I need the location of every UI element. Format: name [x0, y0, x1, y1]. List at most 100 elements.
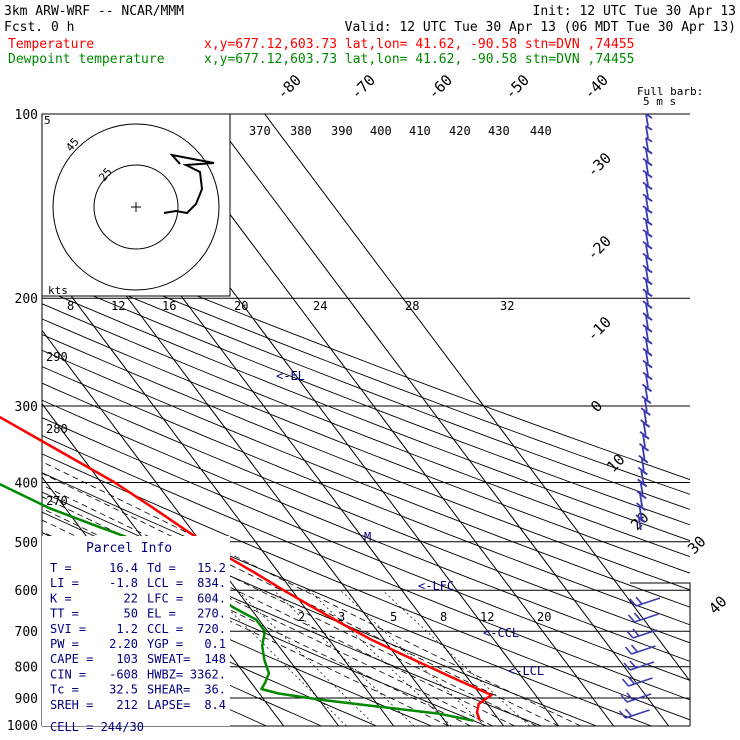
parcel-key: TT =	[50, 607, 79, 621]
dewpoint-legend: Dewpoint temperature	[8, 52, 165, 67]
parcel-value: 15.2	[197, 561, 226, 575]
mixing-ratio-label: 28	[405, 299, 419, 313]
parcel-key: SVI =	[50, 622, 86, 636]
wind-barb	[645, 113, 653, 127]
wind-barb	[642, 217, 653, 234]
wind-barb	[642, 252, 653, 269]
wind-barb	[636, 490, 647, 507]
isotherm-label: -10	[583, 313, 615, 345]
wind-barb	[645, 137, 653, 150]
hodograph-units: kts	[48, 284, 68, 297]
parcel-value: 2.20	[109, 637, 138, 651]
wind-barb	[642, 336, 653, 352]
parcel-value: 720.	[197, 622, 226, 636]
temperature-location: x,y=677.12,603.73 lat,lon= 41.62, -90.58…	[204, 37, 634, 52]
theta-label-top: 420	[449, 124, 471, 138]
wind-barb	[642, 205, 653, 222]
parcel-key: LI =	[50, 576, 79, 590]
isotherm-line	[264, 114, 690, 682]
parcel-value: 212	[116, 698, 138, 712]
isotherm-line	[42, 256, 395, 726]
theta-label-top: 410	[409, 124, 431, 138]
theta-label-top: 370	[249, 124, 271, 138]
dry-adiabat	[42, 382, 690, 644]
init-time: Init: 12 UTC Tue 30 Apr 13	[533, 4, 737, 19]
temperature-line	[0, 415, 493, 722]
wind-barb	[642, 300, 653, 317]
dry-adiabat	[42, 288, 690, 542]
lfc-marker: <-LFC	[418, 579, 454, 593]
dry-adiabat	[42, 453, 690, 721]
pressure-tick-label: 600	[15, 584, 38, 599]
wind-barb	[635, 502, 647, 519]
wind-barb	[638, 454, 649, 471]
isotherm-label: -80	[273, 71, 305, 103]
wind-barb	[642, 157, 653, 174]
parcel-value: 1.2	[116, 622, 138, 636]
theta-label-left: 270	[46, 494, 68, 508]
wind-barb	[640, 407, 651, 424]
wind-barb	[642, 169, 653, 186]
parcel-key: SHEAR=	[147, 683, 190, 697]
isotherm-label: 10	[603, 450, 629, 476]
wind-barb	[642, 240, 653, 257]
parcel-info-panel: Parcel Info T = 16.4 Td = 15.2 LI = -1.8 LCL =…	[42, 536, 230, 734]
wind-barb	[638, 442, 650, 459]
parcel-value: 22	[124, 591, 138, 605]
mixing-ratio-label-low: 8	[440, 610, 447, 624]
wind-barb	[642, 193, 653, 210]
mixing-ratio-label-low: 12	[480, 610, 494, 624]
parcel-value: 36.	[204, 683, 226, 697]
wind-barb	[642, 359, 653, 376]
parcel-value: 32.5	[109, 683, 138, 697]
isotherm-label: 40	[705, 592, 731, 618]
lcl-marker: <-LCL	[508, 664, 544, 678]
wind-barb	[642, 347, 653, 364]
mixing-ratio-line	[236, 589, 376, 726]
barb-legend-units: 5 m s	[643, 95, 676, 108]
parcel-value: -608	[109, 667, 138, 681]
dry-adiabat	[42, 349, 690, 608]
dry-adiabat	[42, 303, 690, 558]
wind-barb	[641, 395, 652, 412]
parcel-value: 16.4	[109, 561, 138, 575]
hodograph-trace	[163, 153, 215, 215]
hodograph: 5 25 45 kts	[41, 113, 231, 297]
isotherm-label: -70	[347, 71, 379, 103]
pressure-tick-label: 300	[15, 400, 38, 415]
wind-barb	[637, 478, 648, 495]
parcel-value: 834.	[197, 576, 226, 590]
parcel-value: 270.	[197, 607, 226, 621]
barb-legend-title: Full barb:	[637, 85, 703, 98]
parcel-key: LFC =	[147, 591, 183, 605]
el-marker: <-EL	[276, 369, 305, 383]
dry-adiabat	[42, 472, 652, 726]
pressure-tick-label: 400	[15, 476, 38, 491]
parcel-value: 148	[204, 652, 226, 666]
dry-adiabat	[42, 399, 690, 662]
wind-barb	[642, 276, 653, 293]
isotherm-line	[42, 329, 340, 726]
parcel-cell: CELL = 244/30	[50, 720, 144, 734]
theta-label-left: 290	[46, 350, 68, 364]
isotherm-label: -60	[424, 71, 456, 103]
forecast-hour: Fcst. 0 h	[4, 20, 74, 35]
parcel-key: HWBZ=	[147, 667, 183, 681]
parcel-key: PW =	[50, 637, 79, 651]
valid-time: Valid: 12 UTC Tue 30 Apr 13 (06 MDT Tue …	[345, 20, 736, 35]
parcel-rows: T = 16.4 Td = 15.2 LI = -1.8 LCL = 834. K = 22 LFC…	[50, 561, 226, 712]
pressure-tick-label: 800	[15, 661, 38, 676]
wind-barb	[640, 419, 651, 436]
hodograph-label-5: 5	[44, 114, 51, 127]
mixing-ratio-label: 20	[234, 299, 248, 313]
parcel-value: 103	[116, 652, 138, 666]
parcel-key: LAPSE=	[147, 698, 190, 712]
wind-barb-low	[629, 596, 661, 607]
parcel-key: Tc =	[50, 683, 79, 697]
parcel-title: Parcel Info	[86, 541, 172, 556]
hodograph-ring-25	[93, 164, 179, 250]
mixing-ratio-label-low: 5	[390, 610, 397, 624]
theta-label-top: 400	[370, 124, 392, 138]
parcel-key: Td =	[147, 561, 176, 575]
